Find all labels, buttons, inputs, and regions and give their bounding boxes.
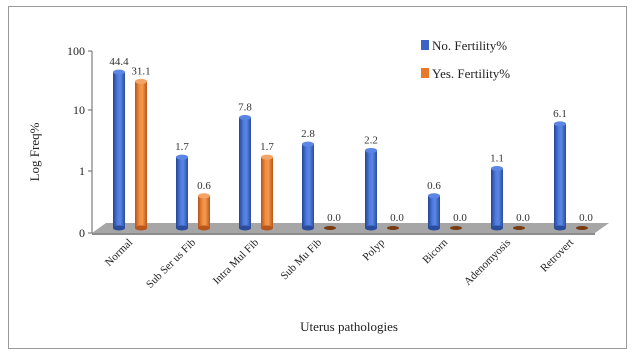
bar-cap — [176, 154, 188, 160]
y-ticks: 0 1 10 100 — [67, 44, 92, 240]
y-tick-label: 1 — [79, 164, 85, 178]
bar-zero — [576, 226, 588, 230]
data-label: 1.1 — [490, 153, 504, 165]
chart-floor — [92, 223, 609, 233]
bar-base — [198, 225, 210, 231]
bar-cap — [554, 121, 566, 127]
legend-label-no-fertility: No. Fertility% — [432, 38, 507, 53]
bar-cap — [428, 193, 440, 199]
data-label: 0.0 — [327, 212, 341, 224]
data-label: 31.1 — [131, 65, 150, 77]
bar — [135, 81, 147, 228]
legend-swatch-yes-fertility — [421, 68, 429, 78]
data-label: 7.8 — [238, 101, 252, 113]
bar-base — [365, 225, 377, 231]
chart-svg: 0 1 10 100 Log Freq% 44.431.1 1.7 0.6 7.8 1.… — [27, 38, 609, 334]
bar-zero — [387, 226, 399, 230]
bar-cap — [365, 147, 377, 153]
category-label: Bicorn — [420, 236, 450, 266]
bar-base — [302, 225, 314, 231]
data-label: 2.2 — [364, 134, 378, 146]
category-labels: Normal Sub Ser us Fib Intra Mul Fib Sub Mu … — [103, 236, 576, 290]
data-label: 1.7 — [260, 141, 274, 153]
data-label: 0.0 — [516, 212, 530, 224]
bars-group: 44.431.1 1.7 0.6 7.8 1.7 2.8 0.0 2.2 0.0 0.6 0.0 1.… — [109, 56, 593, 231]
bar — [239, 117, 251, 228]
data-label: 0.0 — [579, 212, 593, 224]
y-tick-label: 100 — [67, 44, 85, 58]
bar-base — [428, 225, 440, 231]
chart-frame: 0 1 10 100 Log Freq% 44.4 31.1 1.7 0.6 7.8 1.… — [8, 6, 627, 349]
bar-base — [239, 225, 251, 231]
bar-base — [176, 225, 188, 231]
bar — [554, 123, 566, 228]
data-label: 0.6 — [197, 180, 211, 192]
bar — [176, 157, 188, 228]
y-axis-title: Log Freq% — [27, 122, 42, 181]
data-label: 0.6 — [427, 180, 441, 192]
data-label: 44.4 — [109, 56, 129, 68]
category-label: Normal — [103, 237, 135, 269]
category-label: Sub Ser us Fib — [144, 236, 198, 290]
y-tick-label: 0 — [79, 226, 85, 240]
bar — [365, 150, 377, 228]
category-label: Retrovert — [538, 237, 576, 275]
data-label: 0.0 — [390, 212, 404, 224]
bar — [261, 157, 273, 228]
bar-cap — [491, 166, 503, 172]
data-label: 1.7 — [175, 141, 189, 153]
bar-base — [554, 225, 566, 231]
bar-zero — [513, 226, 525, 230]
bar-base — [491, 225, 503, 231]
bar-zero — [450, 226, 462, 230]
legend: No. Fertility% Yes. Fertility% — [421, 38, 510, 81]
bar — [302, 144, 314, 228]
x-axis-title: Uterus pathologies — [300, 319, 398, 334]
category-label: Polyp — [360, 236, 387, 263]
y-tick-label: 10 — [73, 103, 85, 117]
bar-base — [261, 225, 273, 231]
bar-base — [135, 225, 147, 231]
bar — [113, 72, 125, 229]
bar-zero — [324, 226, 336, 230]
category-label: Sub Mu Fib — [278, 236, 324, 282]
bar-cap — [302, 141, 314, 147]
bar-base — [113, 225, 125, 231]
bar-cap — [239, 114, 251, 120]
data-label: 0.0 — [453, 212, 467, 224]
legend-swatch-no-fertility — [421, 40, 429, 50]
bar-cap — [113, 69, 125, 75]
data-label: 2.8 — [301, 128, 315, 140]
chart-floor-edge — [92, 233, 595, 235]
category-label: Intra Mul Fib — [211, 236, 262, 287]
bar — [198, 195, 210, 228]
bar — [491, 168, 503, 228]
bar-cap — [261, 154, 273, 160]
bar-cap — [135, 78, 147, 84]
data-label: 6.1 — [553, 108, 567, 120]
bar-cap — [198, 193, 210, 199]
category-label: Adenomyosis — [462, 237, 513, 288]
legend-label-yes-fertility: Yes. Fertility% — [432, 66, 510, 81]
bar — [428, 195, 440, 228]
